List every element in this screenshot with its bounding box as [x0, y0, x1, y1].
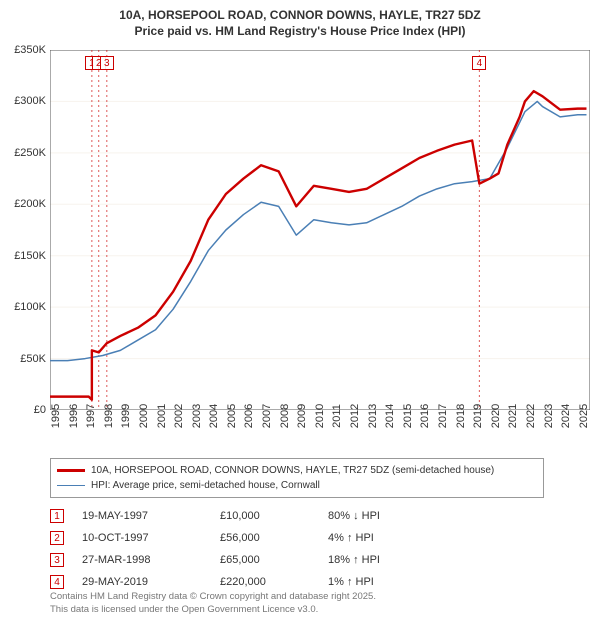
- events-table: 1 19-MAY-1997 £10,000 80% ↓ HPI 2 10-OCT-1997…: [50, 505, 550, 593]
- x-tick-label: 1998: [103, 404, 115, 428]
- y-tick-label: £50K: [20, 353, 46, 365]
- x-tick-label: 2019: [472, 404, 484, 428]
- chart-container: 10A, HORSEPOOL ROAD, CONNOR DOWNS, HAYLE…: [0, 0, 600, 620]
- x-tick-label: 2006: [243, 404, 255, 428]
- event-date: 10-OCT-1997: [82, 532, 202, 544]
- event-price: £56,000: [220, 532, 310, 544]
- plot-area: 1234: [50, 50, 590, 410]
- footnote-line1: Contains HM Land Registry data © Crown c…: [50, 591, 376, 603]
- x-tick-label: 1996: [68, 404, 80, 428]
- x-tick-label: 2021: [507, 404, 519, 428]
- x-tick-label: 2005: [226, 404, 238, 428]
- x-tick-label: 2020: [490, 404, 502, 428]
- event-marker-icon: 4: [50, 575, 64, 589]
- event-marker-icon: 2: [50, 531, 64, 545]
- y-tick-label: £350K: [14, 44, 46, 56]
- event-marker-icon: 1: [50, 509, 64, 523]
- event-delta: 1% ↑ HPI: [328, 576, 428, 588]
- x-tick-label: 2016: [419, 404, 431, 428]
- y-tick-label: £150K: [14, 250, 46, 262]
- x-tick-label: 2009: [296, 404, 308, 428]
- event-row: 2 10-OCT-1997 £56,000 4% ↑ HPI: [50, 527, 550, 549]
- x-tick-label: 2017: [437, 404, 449, 428]
- legend-swatch-hpi: [57, 485, 85, 486]
- event-row: 1 19-MAY-1997 £10,000 80% ↓ HPI: [50, 505, 550, 527]
- legend-label-hpi: HPI: Average price, semi-detached house,…: [91, 478, 320, 493]
- y-tick-label: £0: [34, 404, 46, 416]
- y-tick-label: £250K: [14, 147, 46, 159]
- x-tick-label: 2024: [560, 404, 572, 428]
- legend-label-price-paid: 10A, HORSEPOOL ROAD, CONNOR DOWNS, HAYLE…: [91, 463, 494, 478]
- x-tick-label: 2023: [543, 404, 555, 428]
- x-tick-label: 2014: [384, 404, 396, 428]
- y-tick-label: £200K: [14, 198, 46, 210]
- legend-row-price-paid: 10A, HORSEPOOL ROAD, CONNOR DOWNS, HAYLE…: [57, 463, 537, 478]
- x-axis-ticks: 1995199619971998199920002001200220032004…: [50, 412, 590, 452]
- x-tick-label: 2007: [261, 404, 273, 428]
- footnote: Contains HM Land Registry data © Crown c…: [50, 591, 376, 616]
- x-tick-label: 2013: [367, 404, 379, 428]
- x-tick-label: 2015: [402, 404, 414, 428]
- title-line1: 10A, HORSEPOOL ROAD, CONNOR DOWNS, HAYLE…: [0, 8, 600, 24]
- event-date: 29-MAY-2019: [82, 576, 202, 588]
- title-line2: Price paid vs. HM Land Registry's House …: [0, 24, 600, 40]
- x-tick-label: 1995: [50, 404, 62, 428]
- x-tick-label: 2004: [208, 404, 220, 428]
- event-row: 3 27-MAR-1998 £65,000 18% ↑ HPI: [50, 549, 550, 571]
- legend-row-hpi: HPI: Average price, semi-detached house,…: [57, 478, 537, 493]
- legend: 10A, HORSEPOOL ROAD, CONNOR DOWNS, HAYLE…: [50, 458, 544, 498]
- x-tick-label: 2012: [349, 404, 361, 428]
- footnote-line2: This data is licensed under the Open Gov…: [50, 604, 376, 616]
- event-marker-icon: 3: [50, 553, 64, 567]
- x-tick-label: 2000: [138, 404, 150, 428]
- event-marker-plot: 4: [472, 56, 486, 70]
- x-tick-label: 2018: [455, 404, 467, 428]
- plot-svg: [50, 50, 590, 410]
- legend-swatch-price-paid: [57, 469, 85, 472]
- x-tick-label: 2002: [173, 404, 185, 428]
- event-date: 27-MAR-1998: [82, 554, 202, 566]
- x-tick-label: 1999: [120, 404, 132, 428]
- y-tick-label: £100K: [14, 301, 46, 313]
- x-tick-label: 2011: [331, 404, 343, 428]
- chart-title: 10A, HORSEPOOL ROAD, CONNOR DOWNS, HAYLE…: [0, 0, 600, 39]
- x-tick-label: 2001: [156, 404, 168, 428]
- x-tick-label: 1997: [85, 404, 97, 428]
- event-price: £220,000: [220, 576, 310, 588]
- y-axis-ticks: £0£50K£100K£150K£200K£250K£300K£350K: [0, 50, 48, 410]
- event-delta: 18% ↑ HPI: [328, 554, 428, 566]
- x-tick-label: 2010: [314, 404, 326, 428]
- event-marker-plot: 3: [100, 56, 114, 70]
- x-tick-label: 2008: [279, 404, 291, 428]
- event-price: £10,000: [220, 510, 310, 522]
- x-tick-label: 2025: [578, 404, 590, 428]
- event-delta: 4% ↑ HPI: [328, 532, 428, 544]
- event-date: 19-MAY-1997: [82, 510, 202, 522]
- event-price: £65,000: [220, 554, 310, 566]
- x-tick-label: 2022: [525, 404, 537, 428]
- event-row: 4 29-MAY-2019 £220,000 1% ↑ HPI: [50, 571, 550, 593]
- y-tick-label: £300K: [14, 95, 46, 107]
- x-tick-label: 2003: [191, 404, 203, 428]
- event-delta: 80% ↓ HPI: [328, 510, 428, 522]
